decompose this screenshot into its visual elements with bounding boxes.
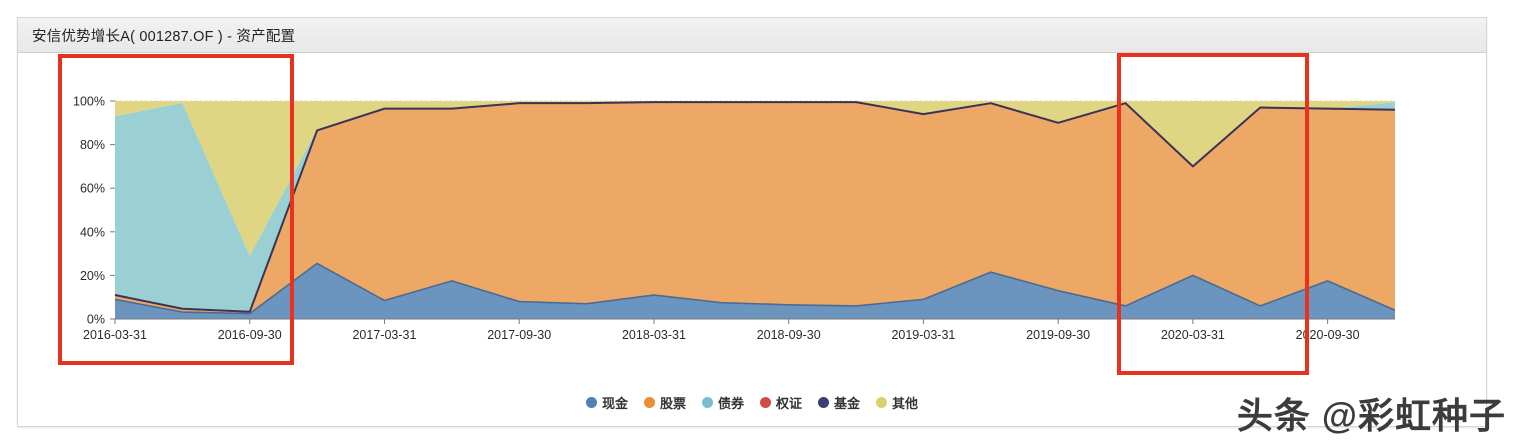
x-axis-tick-label: 2016-09-30 bbox=[218, 328, 282, 342]
legend-item[interactable]: 其他 bbox=[876, 393, 918, 412]
legend-dot bbox=[643, 397, 655, 408]
legend-label: 权证 bbox=[776, 396, 803, 411]
legend-item[interactable]: 现金 bbox=[585, 393, 628, 412]
chart-panel: 0% 20% 40% 60% 80% 100% 2016-03-31 2016-09-30 2… bbox=[18, 53, 1486, 426]
y-axis-tick-label: 100% bbox=[73, 95, 105, 109]
x-axis-tick-label: 2018-03-31 bbox=[622, 328, 686, 342]
x-axis-tick-labels: 2016-03-31 2016-09-30 2017-03-31 2017-09-30… bbox=[83, 328, 1360, 342]
x-axis-tick-label: 2019-03-31 bbox=[891, 328, 955, 342]
legend-dot bbox=[585, 397, 597, 408]
asset-allocation-area-chart[interactable]: 0%20%40%60%80%100% 2016-03-31 2016-09-30 2… bbox=[18, 53, 1486, 383]
y-axis-tick-labels: 0% 20% 40% 60% 80% 100% bbox=[73, 95, 105, 327]
legend-dot bbox=[818, 397, 830, 408]
y-axis-tick-label: 20% bbox=[80, 269, 105, 283]
y-axis-tick-label: 40% bbox=[80, 225, 105, 239]
area-series-现金 bbox=[115, 263, 1395, 319]
x-axis-tick-label: 2016-03-31 bbox=[83, 328, 147, 342]
chart-legend: 现金 股票 债券 权证 基金 其他 bbox=[18, 393, 1486, 412]
legend-dot bbox=[760, 397, 771, 408]
asset-allocation-card: 安信优势增长A( 001287.OF ) - 资产配置 0% 20% 40% 60% 8… bbox=[17, 17, 1487, 427]
legend-dot bbox=[701, 397, 713, 408]
legend-label: 现金 bbox=[601, 396, 628, 411]
area-series-股票 bbox=[115, 102, 1395, 314]
stocks-boundary-line bbox=[114, 101, 1396, 313]
axes bbox=[110, 100, 1395, 324]
legend-item[interactable]: 债券 bbox=[701, 393, 744, 412]
y-axis-tick-label: 0% bbox=[87, 313, 105, 327]
legend-label: 其他 bbox=[892, 396, 919, 411]
legend-item[interactable]: 基金 bbox=[818, 393, 860, 412]
y-axis-tick-label: 80% bbox=[80, 138, 105, 152]
right-highlight-box bbox=[1117, 53, 1309, 375]
page-title: 安信优势增长A( 001287.OF ) - 资产配置 bbox=[32, 28, 296, 45]
area-series-其他 bbox=[115, 101, 1395, 256]
x-axis-tick-label: 2017-09-30 bbox=[487, 328, 551, 342]
legend-dot bbox=[876, 397, 888, 408]
legend-item[interactable]: 权证 bbox=[760, 393, 802, 412]
series-outline bbox=[114, 101, 1396, 315]
x-axis-tick-label: 2020-09-30 bbox=[1296, 328, 1360, 342]
cash-boundary-line bbox=[114, 262, 1396, 315]
legend-label: 基金 bbox=[834, 396, 861, 411]
highlight-annotations bbox=[58, 53, 1309, 375]
x-axis-tick-label: 2017-03-31 bbox=[352, 328, 416, 342]
left-highlight-box bbox=[58, 54, 294, 365]
x-axis-tick-label: 2018-09-30 bbox=[757, 328, 821, 342]
y-axis-tick-label: 60% bbox=[80, 182, 105, 196]
legend-item[interactable]: 股票 bbox=[643, 393, 686, 412]
legend-label: 股票 bbox=[659, 396, 686, 411]
stacked-area-series bbox=[115, 101, 1395, 319]
x-axis-tick-label: 2019-09-30 bbox=[1026, 328, 1090, 342]
legend-label: 债券 bbox=[717, 396, 744, 411]
x-axis-tick-label: 2020-03-31 bbox=[1161, 328, 1225, 342]
card-header: 安信优势增长A( 001287.OF ) - 资产配置 bbox=[18, 18, 1486, 53]
area-series-债券 bbox=[115, 102, 1395, 312]
